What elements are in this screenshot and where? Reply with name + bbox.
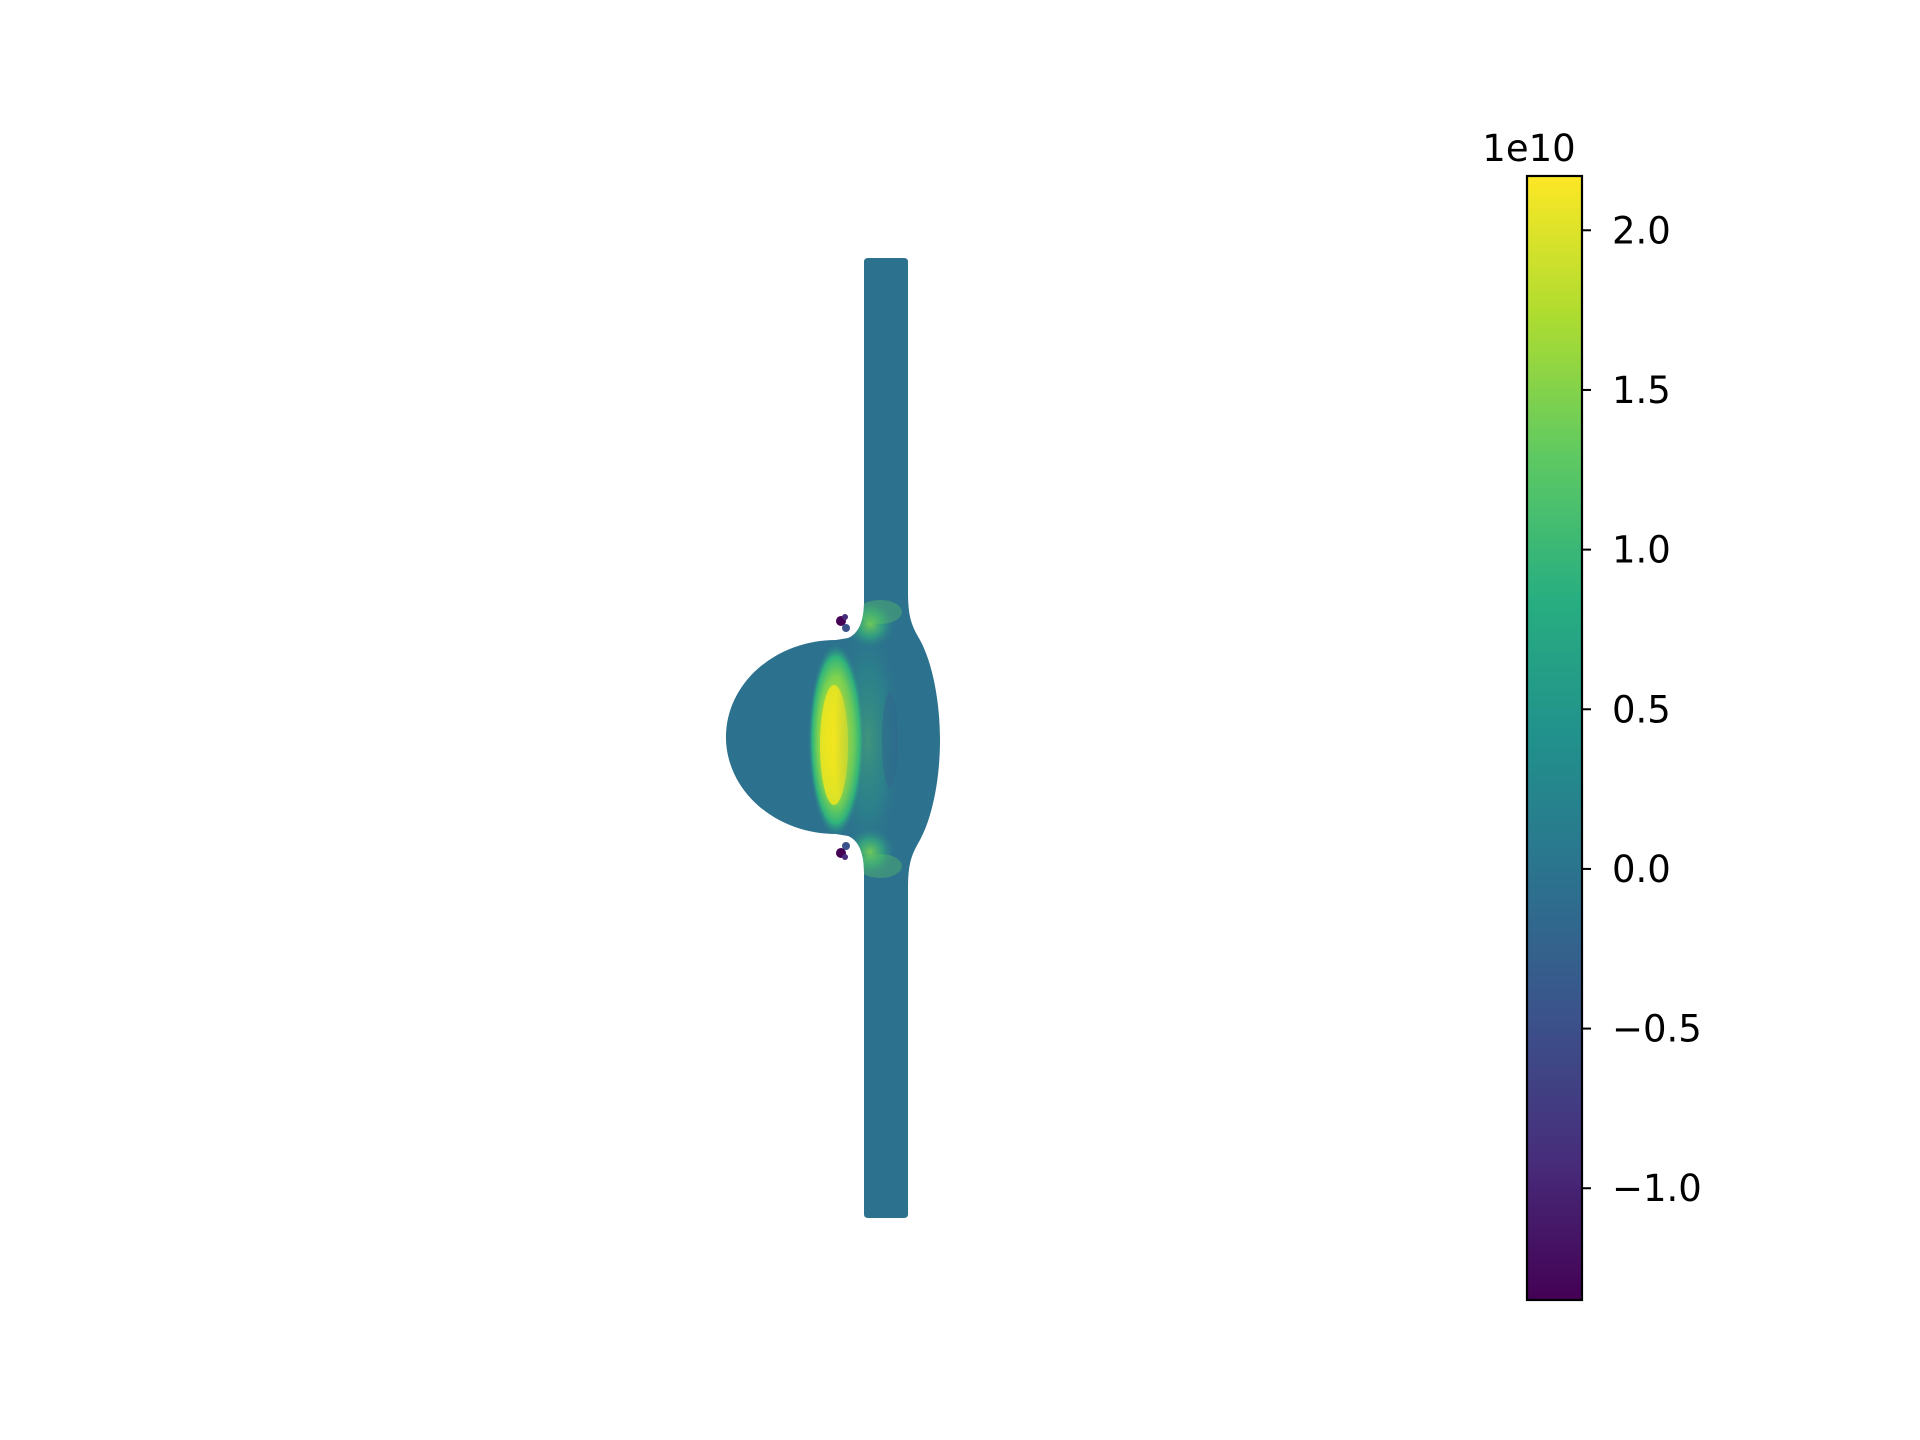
field-negative-spot [842, 614, 848, 620]
colorbar-tick-label: −0.5 [1612, 1008, 1702, 1051]
field-negative-spot [842, 842, 850, 850]
colorbar-tick-label: 0.5 [1612, 688, 1671, 731]
colorbar-scale-label: 1e10 [1482, 127, 1575, 170]
field-neck-glow-top [858, 600, 902, 624]
field-dip-left [882, 692, 898, 788]
field-overlays [808, 598, 902, 878]
field-negative-spots [836, 614, 850, 860]
colorbar-tick-label: −1.0 [1612, 1167, 1702, 1210]
colorbar-frame [1525, 174, 1584, 1302]
field-negative-spot [842, 624, 850, 632]
colorbar-tick-label: 1.5 [1612, 369, 1671, 412]
colorbar: 1e10 2.0 1.5 1.0 0.5 0.0 −0.5 −1.0 [1482, 127, 1702, 1302]
colorbar-ticks: 2.0 1.5 1.0 0.5 0.0 −0.5 −1.0 [1582, 209, 1702, 1210]
colorbar-tick-label: 0.0 [1612, 848, 1671, 891]
field-negative-spot [842, 854, 848, 860]
field-neck-glow-bottom [858, 854, 902, 878]
colorbar-gradient [1527, 176, 1582, 1300]
field-plot [725, 258, 940, 1218]
colorbar-tick-label: 2.0 [1612, 209, 1671, 252]
colorbar-tick-label: 1.0 [1612, 529, 1671, 572]
field-ring-glow [834, 620, 902, 860]
